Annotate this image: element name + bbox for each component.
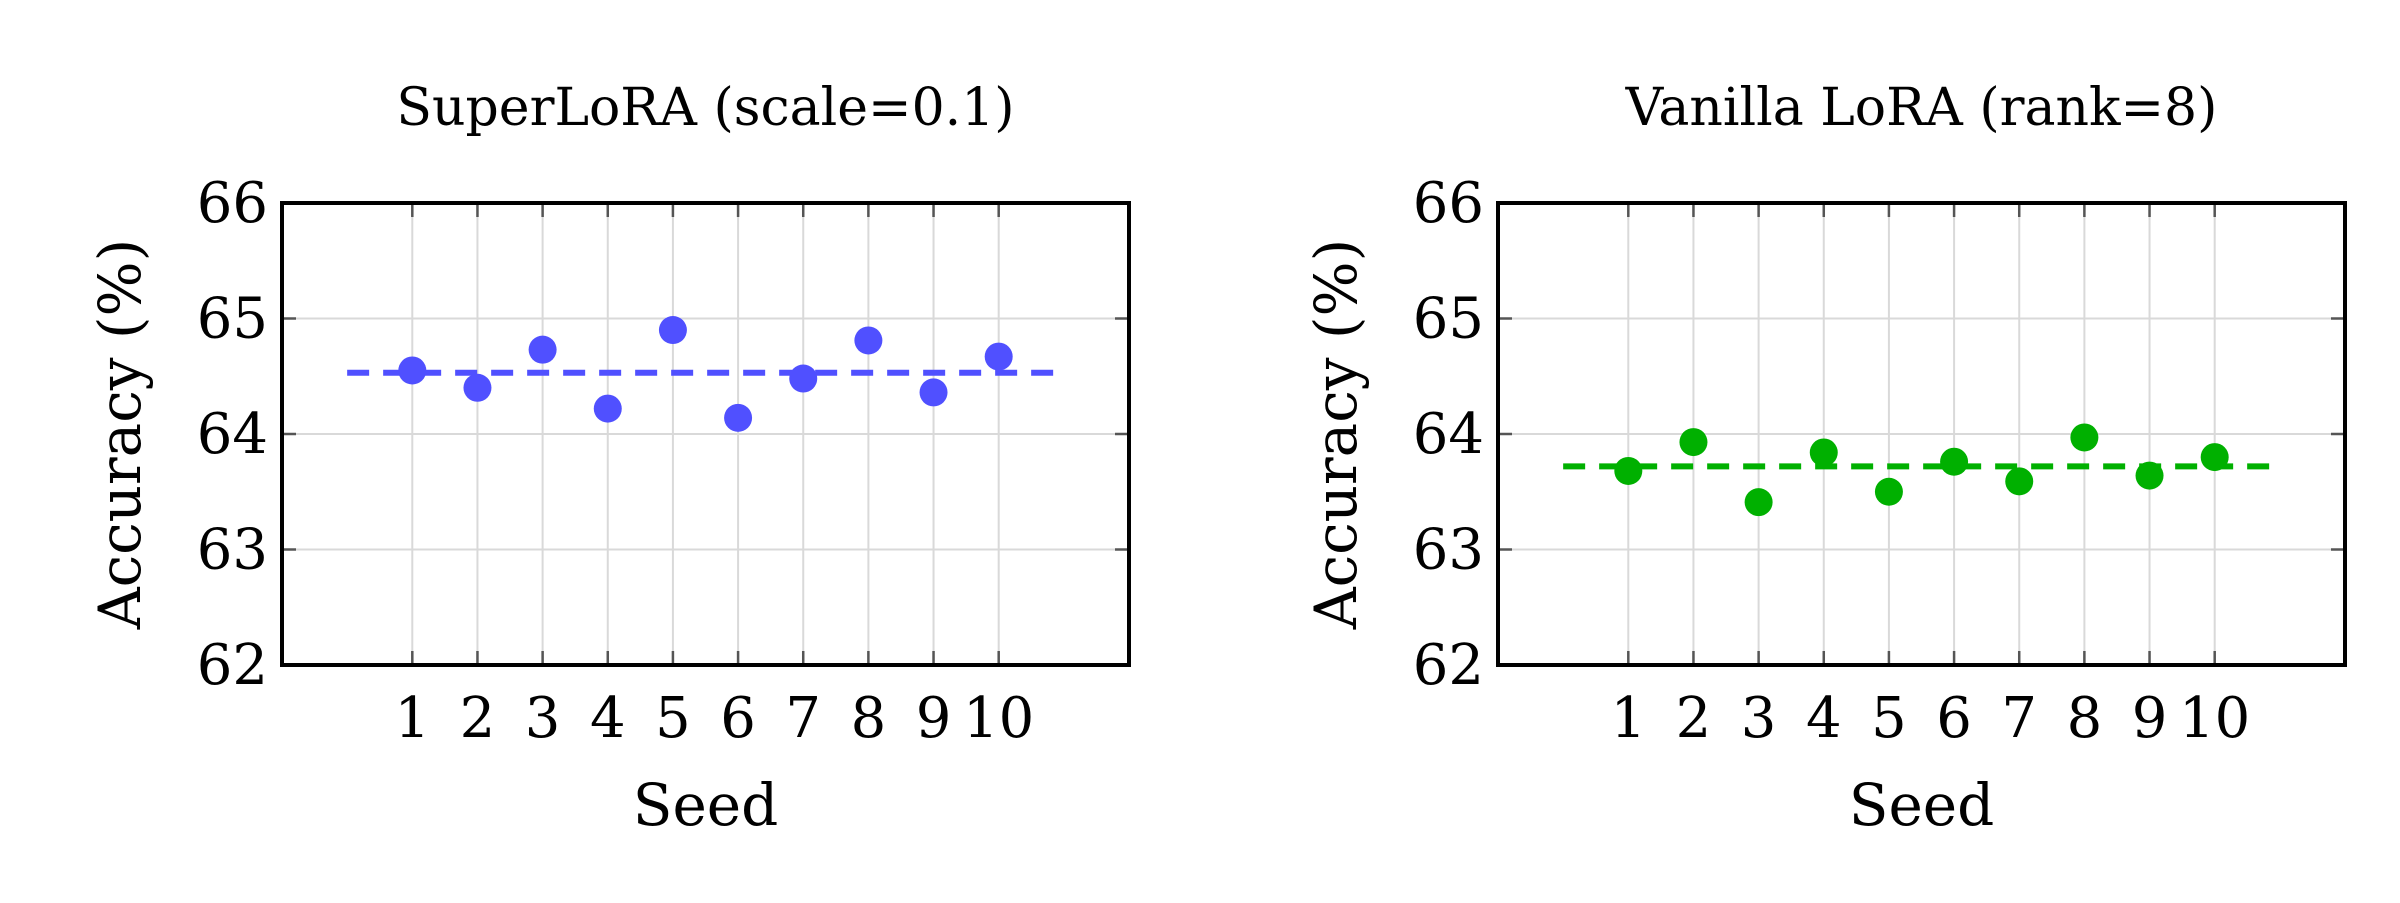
data-point xyxy=(789,364,818,393)
x-tick-label: 7 xyxy=(2001,686,2037,751)
x-tick-label: 9 xyxy=(2132,686,2168,751)
x-axis-label: Seed xyxy=(1849,771,1995,839)
x-tick-label: 4 xyxy=(1806,686,1842,751)
data-point xyxy=(1940,447,1969,476)
y-tick-label: 62 xyxy=(1413,633,1484,698)
data-point xyxy=(2005,467,2034,496)
chart-panel-1: 1 2 3 4 5 6 7 8 9 10 62 63 64 65 66 SuperLoRA (scale=0.… xyxy=(86,78,1131,839)
chart-title: Vanilla LoRA (rank=8) xyxy=(1625,78,2218,138)
data-point xyxy=(2135,461,2164,490)
y-axis-label: Accuracy (%) xyxy=(86,239,154,631)
y-tick-label: 63 xyxy=(1413,518,1484,583)
y-tick-label: 65 xyxy=(1413,287,1484,352)
x-axis-label: Seed xyxy=(633,771,779,839)
y-tick-label: 64 xyxy=(197,402,268,467)
data-point xyxy=(984,342,1013,371)
x-tick-label: 4 xyxy=(590,686,626,751)
y-tick-label: 66 xyxy=(1413,171,1484,236)
x-tick-label: 8 xyxy=(2067,686,2103,751)
data-point xyxy=(528,335,557,364)
data-point xyxy=(2200,443,2229,472)
x-tick-label: 1 xyxy=(1610,686,1646,751)
x-tick-label: 7 xyxy=(785,686,821,751)
x-tick-label: 3 xyxy=(1741,686,1777,751)
plot-frame xyxy=(1496,201,2347,667)
x-tick-label: 8 xyxy=(851,686,887,751)
x-tick-label: 10 xyxy=(2179,686,2250,751)
y-axis-label: Accuracy (%) xyxy=(1302,239,1370,631)
data-point xyxy=(658,316,687,345)
x-tick-label: 5 xyxy=(1871,686,1907,751)
y-tick-label: 65 xyxy=(197,287,268,352)
y-tick-label: 63 xyxy=(197,518,268,583)
chart-panel-2: 1 2 3 4 5 6 7 8 9 10 62 63 64 65 66 Vanilla LoRA (rank=… xyxy=(1302,78,2347,839)
x-tick-label: 5 xyxy=(655,686,691,751)
data-point xyxy=(2070,423,2099,452)
data-point xyxy=(463,373,492,402)
x-tick-label: 2 xyxy=(460,686,496,751)
data-point xyxy=(919,378,948,407)
plot-frame xyxy=(280,201,1131,667)
x-tick-label: 3 xyxy=(525,686,561,751)
y-tick-label: 64 xyxy=(1413,402,1484,467)
data-point xyxy=(854,326,883,355)
x-tick-label: 9 xyxy=(916,686,952,751)
x-tick-label: 10 xyxy=(963,686,1034,751)
data-point xyxy=(398,356,427,385)
data-point xyxy=(593,394,622,423)
data-point xyxy=(1744,488,1773,517)
data-point xyxy=(724,403,753,432)
data-point xyxy=(1874,477,1903,506)
data-point xyxy=(1809,438,1838,467)
data-point xyxy=(1614,456,1643,485)
x-tick-label: 6 xyxy=(1936,686,1972,751)
data-point xyxy=(1679,428,1708,457)
x-tick-label: 1 xyxy=(394,686,430,751)
x-tick-label: 2 xyxy=(1676,686,1712,751)
x-tick-label: 6 xyxy=(720,686,756,751)
y-tick-label: 66 xyxy=(197,171,268,236)
chart-title: SuperLoRA (scale=0.1) xyxy=(396,78,1014,138)
y-tick-label: 62 xyxy=(197,633,268,698)
